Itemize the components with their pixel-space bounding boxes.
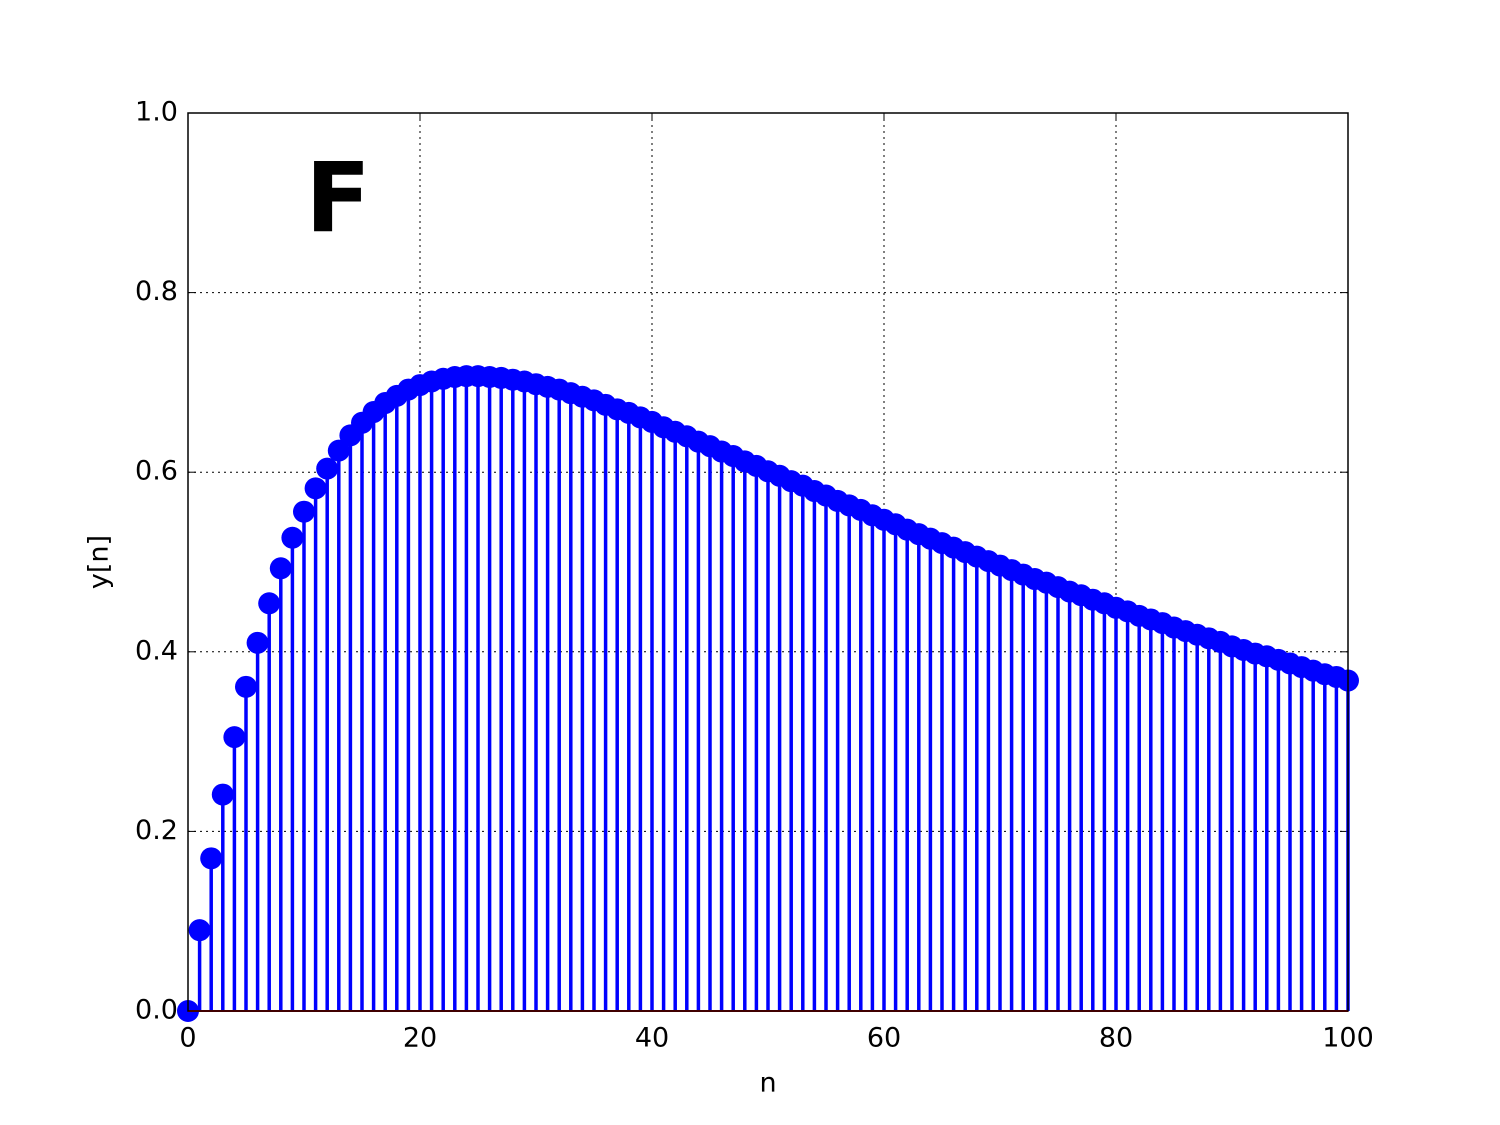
stem-marker [246, 631, 269, 654]
stem-marker [258, 592, 281, 615]
y-tick-label: 0.4 [135, 635, 178, 666]
y-tick-label: 1.0 [135, 97, 178, 128]
stem-marker [293, 500, 315, 523]
y-axis-label: y[n] [84, 535, 115, 589]
x-tick-label: 80 [1099, 1023, 1133, 1054]
stem-marker [211, 783, 234, 806]
stem-marker [200, 847, 223, 870]
stem-marker [235, 675, 257, 698]
stem-marker [304, 477, 327, 500]
plot-frame [187, 112, 1349, 1012]
x-tick-label: 60 [867, 1023, 901, 1054]
y-tick-label: 0.2 [135, 815, 178, 846]
annotation: F [305, 142, 371, 254]
x-tick-label: 0 [179, 1023, 196, 1054]
x-tick-label: 40 [635, 1023, 669, 1054]
stem-marker [223, 726, 246, 749]
y-tick-label: 0.6 [135, 456, 178, 487]
x-tick-label: 100 [1322, 1023, 1374, 1054]
y-tick-label: 0.8 [135, 276, 178, 307]
stem-marker [316, 457, 339, 480]
y-tick-label: 0.0 [135, 995, 178, 1026]
stem-marker [269, 557, 292, 580]
stem-marker [327, 439, 350, 462]
stem-marker [281, 526, 304, 549]
x-tick-label: 20 [403, 1023, 437, 1054]
x-axis-label: n [759, 1068, 776, 1099]
stem-marker [188, 919, 211, 942]
